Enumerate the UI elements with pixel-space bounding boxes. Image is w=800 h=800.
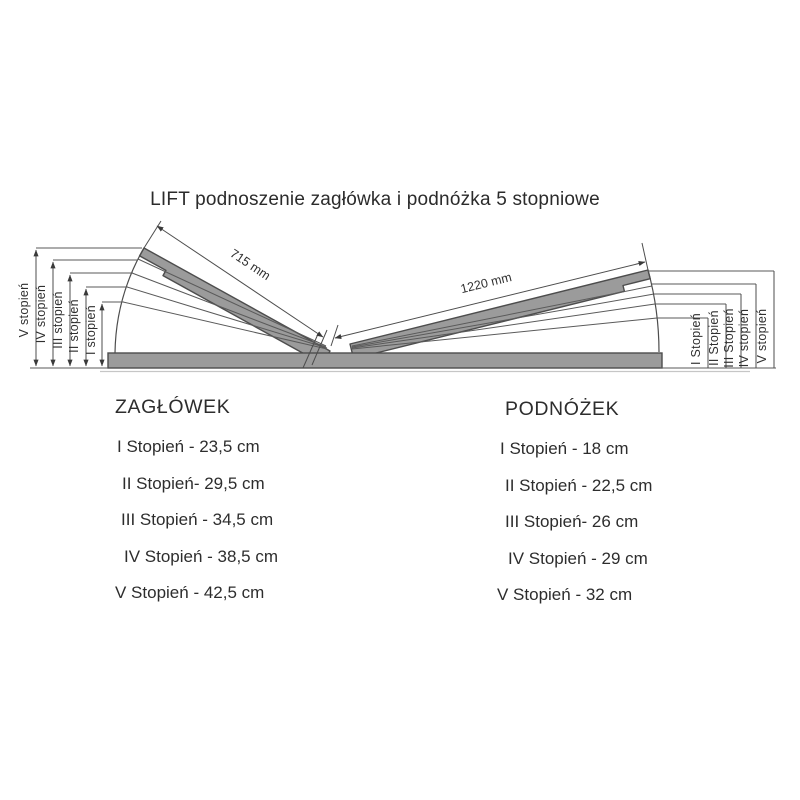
footrest-motion-arc — [647, 269, 660, 353]
headrest-level-item: V Stopień - 42,5 cm — [115, 583, 265, 602]
headrest-spec-list: ZAGŁÓWEK I Stopień - 23,5 cm II Stopień-… — [115, 396, 415, 612]
footrest-level-item: I Stopień - 18 cm — [500, 439, 629, 458]
footrest-heading: PODNÓŻEK — [505, 398, 620, 420]
footrest-level-label: V stopień — [755, 309, 769, 364]
headrest-height-dimensions — [33, 249, 105, 367]
pivot-tick — [302, 333, 319, 369]
headrest-level-label: IV stopień — [34, 285, 48, 344]
headrest-level-item: IV Stopień - 38,5 cm — [124, 546, 279, 566]
footrest-level-label: III Stopień — [722, 308, 736, 368]
headrest-level-label: I stopień — [84, 305, 98, 355]
footrest-spec-list: PODNÓŻEK I Stopień - 18 cm II Stopień - … — [497, 398, 797, 614]
headrest-motion-arc — [114, 247, 145, 354]
footrest-level-item: II Stopień - 22,5 cm — [505, 475, 653, 495]
page-title: LIFT podnoszenie zagłówka i podnóżka 5 s… — [150, 189, 600, 210]
length-dimension-lines — [143, 220, 649, 366]
headrest-level-label: III stopień — [51, 291, 65, 349]
headrest-level-item: I Stopień - 23,5 cm — [117, 437, 260, 456]
base-frame — [107, 352, 663, 369]
footrest-level-item: V Stopień - 32 cm — [497, 585, 633, 604]
footrest-level-label: IV stopień — [737, 309, 751, 368]
headrest-level-item: II Stopień- 29,5 cm — [122, 473, 265, 493]
footrest-length-label: 1220 mm — [459, 270, 513, 296]
footrest-level-item: III Stopień- 26 cm — [505, 512, 639, 531]
headrest-level-label: II stopień — [67, 299, 81, 353]
headrest-height-connectors — [30, 247, 142, 369]
footrest-height-connectors — [648, 270, 776, 369]
headrest-surface — [138, 247, 331, 365]
footrest-level-label: II Stopień — [707, 310, 721, 366]
headrest-heading: ZAGŁÓWEK — [115, 396, 231, 418]
footrest-level-label: I Stopień — [689, 313, 703, 365]
footrest-level-item: IV Stopień - 29 cm — [508, 548, 648, 568]
headrest-level-label: V stopień — [17, 283, 31, 338]
headrest-level-item: III Stopień - 34,5 cm — [121, 510, 274, 529]
footrest-height-dimensions — [707, 271, 775, 368]
